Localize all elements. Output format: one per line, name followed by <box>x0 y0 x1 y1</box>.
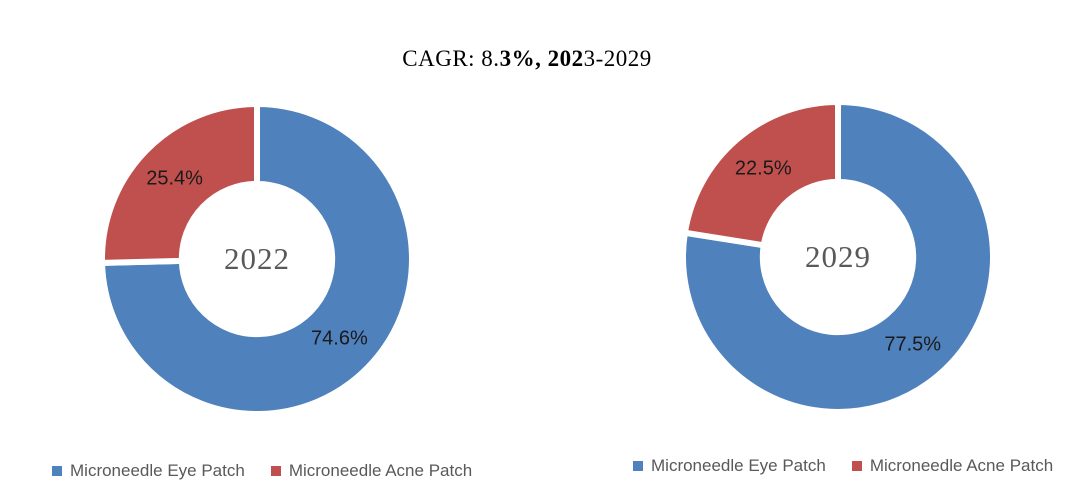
legend-swatch-red-icon <box>270 466 281 476</box>
legend-label-eye-patch: Microneedle Eye Patch <box>651 456 826 475</box>
donut-2029-svg <box>680 98 996 415</box>
donut-chart-2022: 2022 74.6% 25.4% <box>92 94 422 424</box>
legend-swatch-blue-icon <box>633 461 643 471</box>
legend-label-eye-patch: Microneedle Eye Patch <box>70 461 245 480</box>
donut-slice-microneedle-acne-patch <box>99 100 260 266</box>
chart-title-suffix: 3-2029 <box>583 46 652 71</box>
data-label-microneedle-acne-patch: 22.5% <box>734 157 792 180</box>
legend-swatch-red-icon <box>851 461 862 471</box>
legend-2022: Microneedle Eye Patch Microneedle Acne P… <box>52 461 472 481</box>
chart-title: CAGR: 8.3%, 2023-2029 <box>402 46 651 72</box>
chart-title-bold: 3%, 202 <box>499 46 584 71</box>
legend-item-eye-patch: Microneedle Eye Patch <box>52 461 245 481</box>
legend-label-acne-patch: Microneedle Acne Patch <box>869 456 1054 475</box>
legend-label-acne-patch: Microneedle Acne Patch <box>288 461 473 480</box>
data-label-microneedle-eye-patch: 77.5% <box>884 333 942 355</box>
donut-2022-svg <box>98 100 415 417</box>
donut-slice-microneedle-eye-patch <box>98 100 415 417</box>
center-year-label-2022: 2022 <box>224 241 290 276</box>
donut-slice-microneedle-acne-patch <box>681 98 841 249</box>
data-label-microneedle-eye-patch: 74.6% <box>311 327 368 350</box>
legend-2029: Microneedle Eye Patch Microneedle Acne P… <box>633 456 1053 476</box>
donut-slice-microneedle-eye-patch <box>680 98 996 415</box>
data-label-microneedle-acne-patch: 25.4% <box>146 167 203 190</box>
legend-swatch-blue-icon <box>52 466 62 476</box>
legend-item-acne-patch: Microneedle Acne Patch <box>851 456 1054 476</box>
legend-item-eye-patch: Microneedle Eye Patch <box>633 456 826 476</box>
legend-item-acne-patch: Microneedle Acne Patch <box>270 461 473 481</box>
chart-title-prefix: CAGR: 8. <box>402 46 500 71</box>
center-year-label-2029: 2029 <box>805 239 871 274</box>
donut-chart-2029: 2029 77.5% 22.5% <box>673 92 1003 422</box>
